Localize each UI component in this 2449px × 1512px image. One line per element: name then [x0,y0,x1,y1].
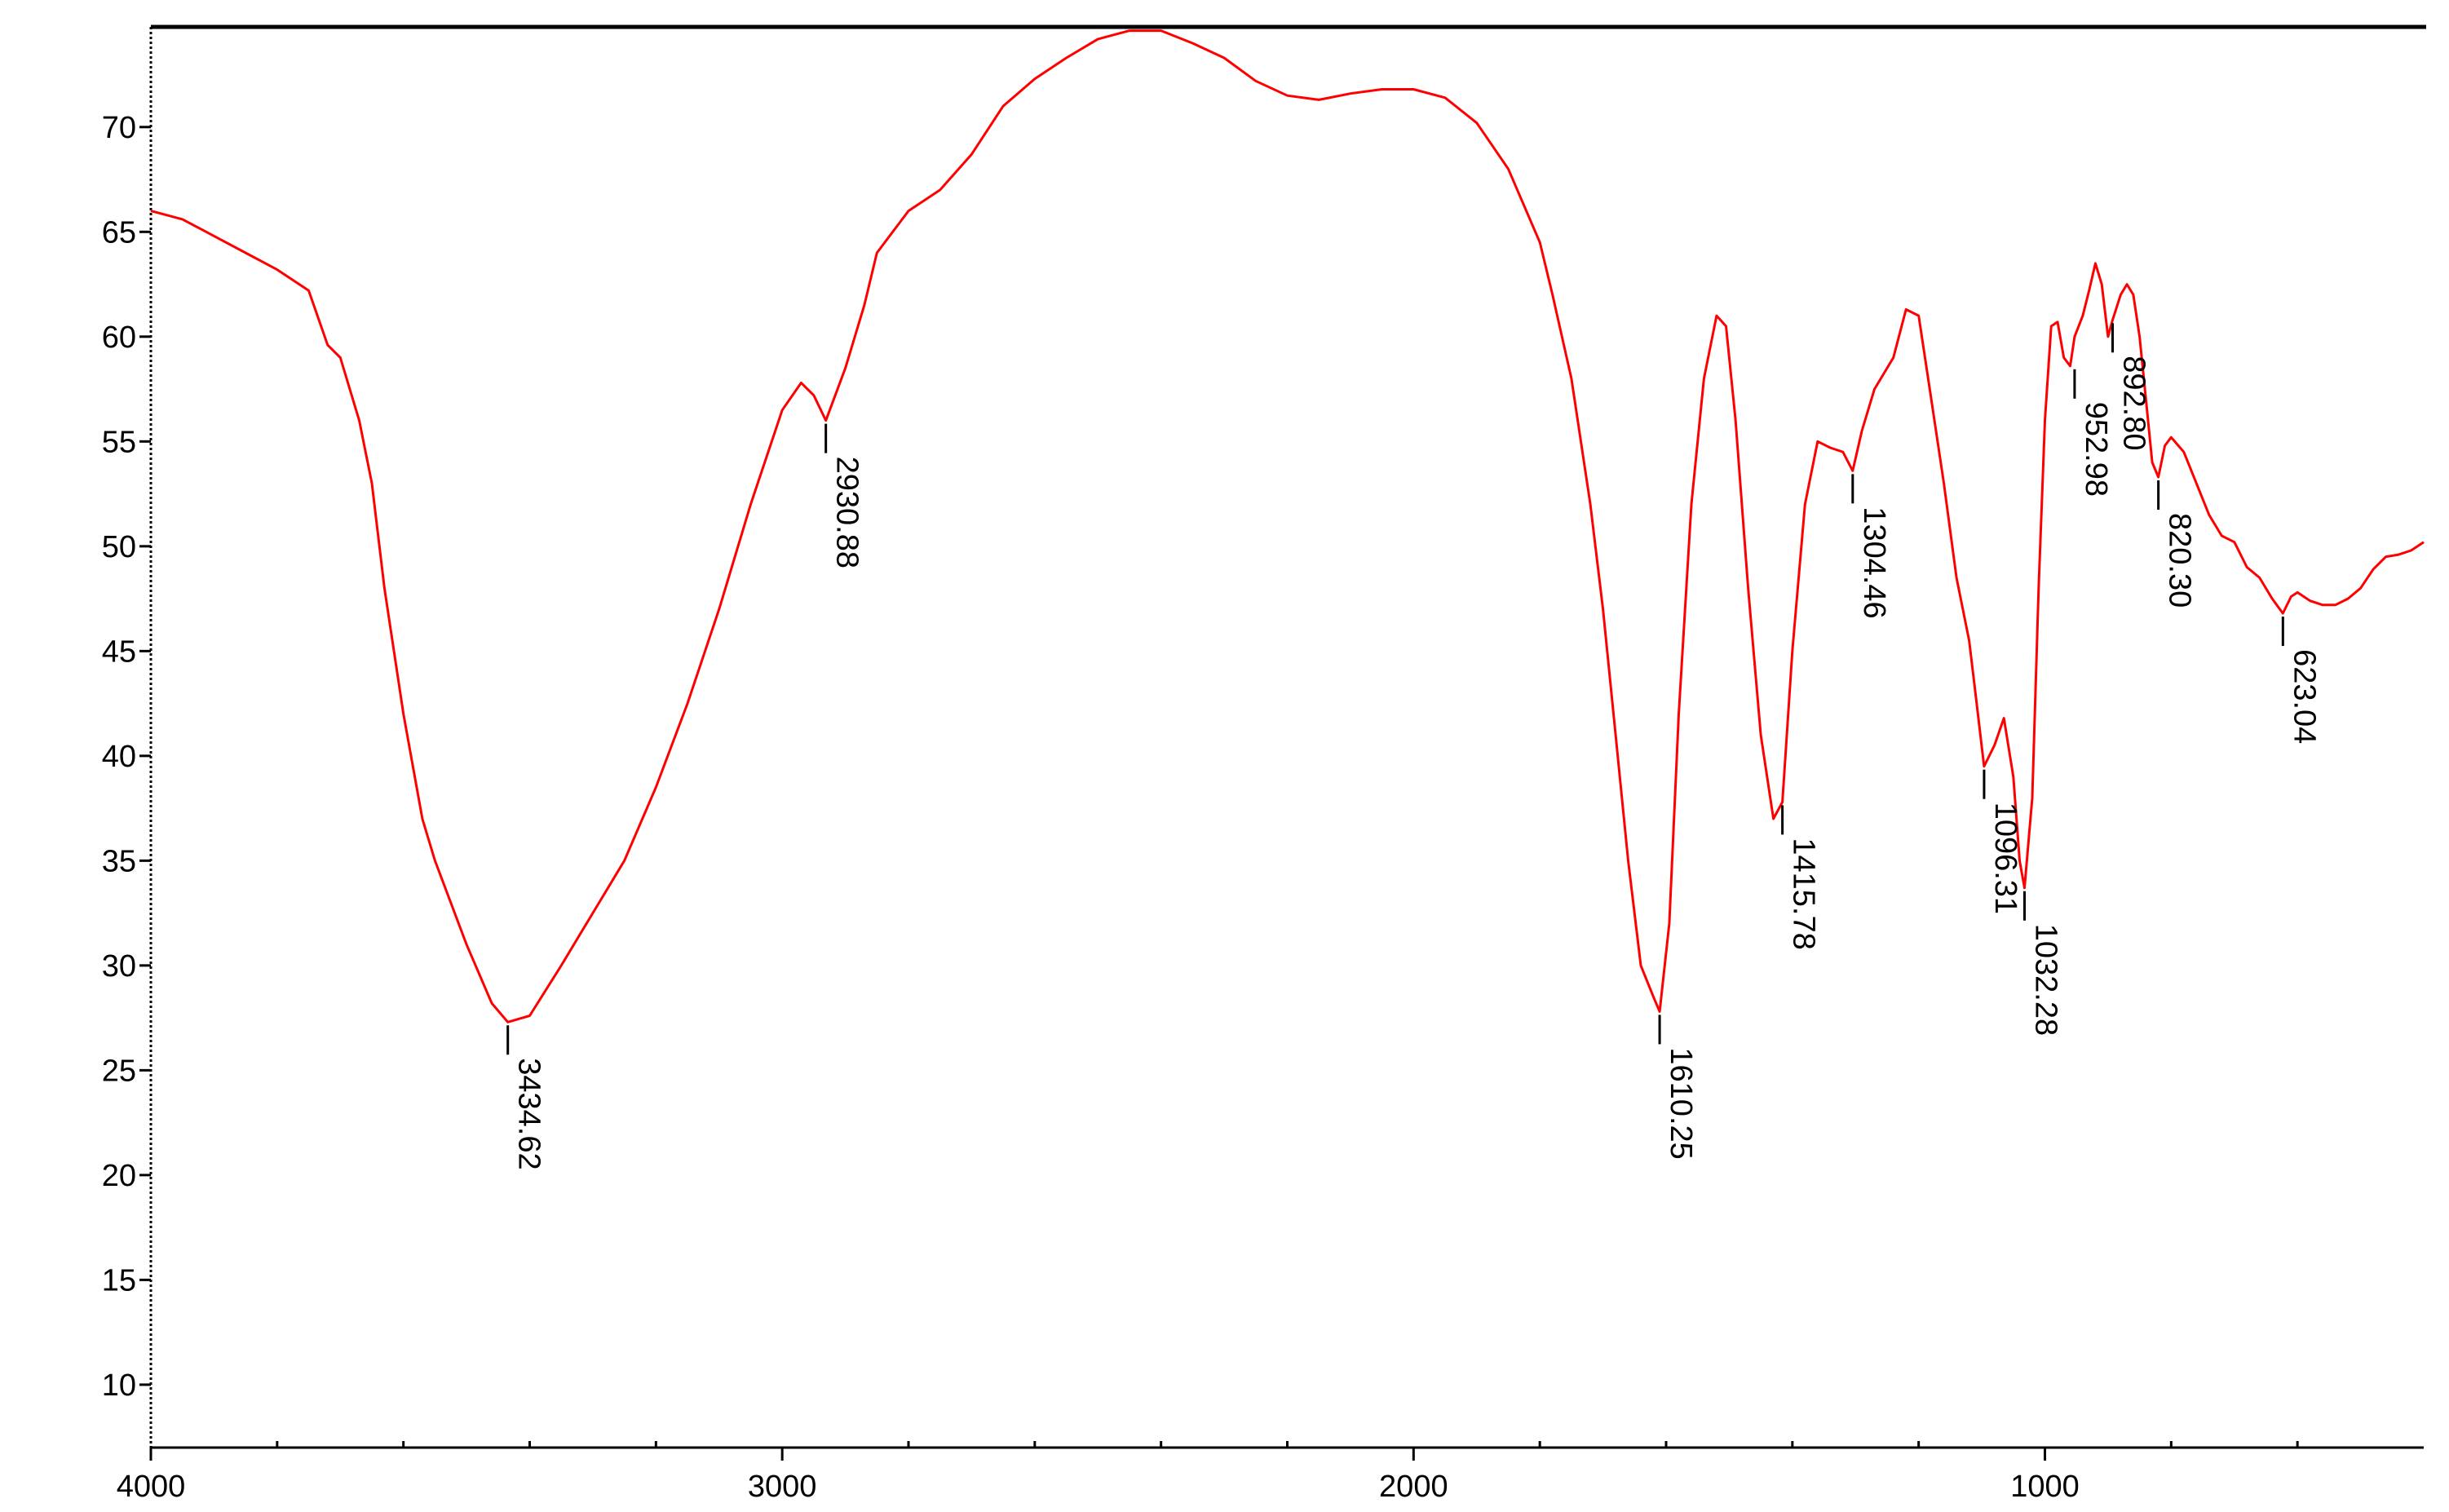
peak-label: 2930.88 [830,457,864,568]
y-tick-label: 25 [102,1054,136,1088]
peak-label: 3434.62 [512,1058,546,1169]
x-tick-label: 2000 [1379,1470,1448,1504]
y-tick-label: 60 [102,321,136,355]
x-tick-label: 1000 [2010,1470,2080,1504]
peak-label: 1032.28 [2029,924,2063,1036]
y-tick-label: 50 [102,530,136,564]
peak-label: 623.04 [2287,649,2321,744]
spectrum-line [150,29,2425,1023]
y-tick-label: 30 [102,949,136,984]
peak-label: 1610.25 [1664,1047,1698,1159]
y-tick-label: 70 [102,111,136,145]
peak-label: 820.30 [2163,513,2197,608]
peak-label: 892.80 [2116,356,2151,450]
y-tick-label: 10 [102,1368,136,1403]
y-tick-label: 45 [102,634,136,669]
peak-label: 1304.46 [1857,506,1891,618]
x-tick-label: 3000 [748,1470,817,1504]
y-tick-label: 65 [102,215,136,250]
y-tick-label: 35 [102,844,136,878]
peak-label: 952.98 [2079,402,2113,497]
peak-label: 1096.31 [1988,802,2022,914]
x-tick-label: 4000 [117,1470,186,1504]
y-tick-label: 15 [102,1263,136,1298]
peak-label: 1415.78 [1787,838,1821,949]
y-tick-label: 55 [102,425,136,459]
y-tick-label: 40 [102,740,136,774]
y-tick-label: 20 [102,1159,136,1193]
